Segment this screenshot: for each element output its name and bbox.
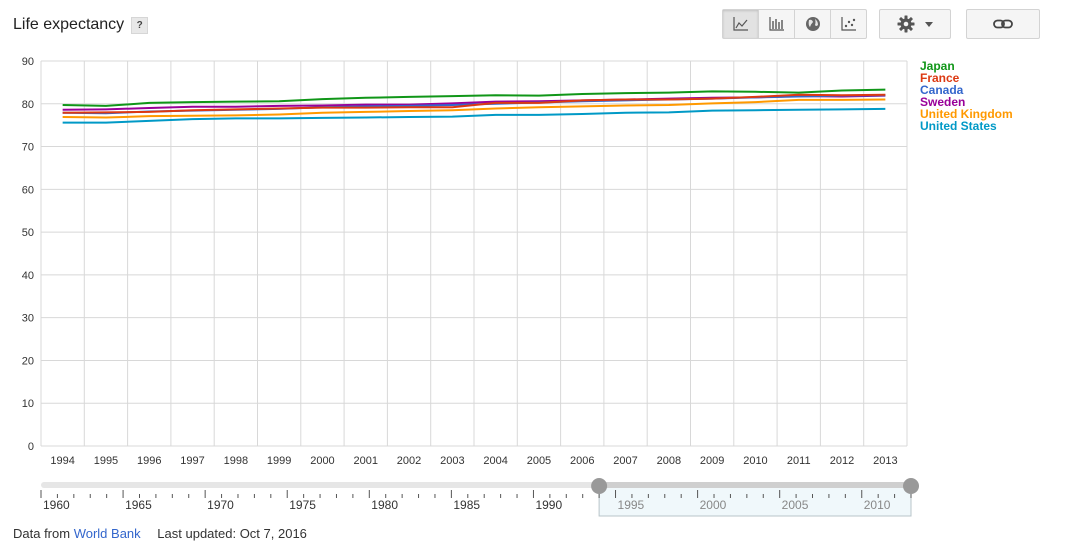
chart-header: Life expectancy ? (13, 16, 149, 34)
x-tick-label: 1998 (224, 455, 248, 467)
scatter-chart-icon (840, 17, 856, 31)
legend-item-france[interactable]: France (920, 71, 960, 85)
y-tick-label: 80 (22, 99, 34, 111)
legend-item-japan[interactable]: Japan (920, 59, 955, 73)
chart-title: Life expectancy (13, 16, 125, 33)
x-tick-label: 1996 (137, 455, 161, 467)
series-line-japan[interactable] (62, 88, 886, 107)
range-year-label: 1975 (289, 498, 316, 512)
x-tick-label: 2003 (440, 455, 464, 467)
x-tick-label: 1995 (94, 455, 118, 467)
y-tick-label: 60 (22, 184, 34, 196)
y-tick-label: 0 (28, 441, 34, 453)
link-button[interactable] (966, 9, 1040, 39)
y-tick-label: 70 (22, 142, 34, 154)
bar-chart-icon (768, 17, 784, 31)
line-chart-button[interactable] (723, 10, 759, 38)
x-tick-label: 2004 (483, 455, 507, 467)
range-year-label: 1990 (535, 498, 562, 512)
legend-item-united-kingdom[interactable]: United Kingdom (920, 107, 1013, 121)
chart-type-toolbar (722, 9, 867, 39)
range-year-label: 1960 (43, 498, 70, 512)
gear-icon (897, 15, 915, 33)
x-tick-label: 1994 (50, 455, 74, 467)
x-tick-label: 2002 (397, 455, 421, 467)
y-tick-label: 40 (22, 270, 34, 282)
range-window-year-label: 2010 (864, 498, 891, 512)
last-updated: Last updated: Oct 7, 2016 (157, 526, 307, 541)
chevron-down-icon (925, 21, 933, 27)
link-icon (993, 19, 1013, 29)
y-tick-label: 20 (22, 355, 34, 367)
legend-item-sweden[interactable]: Sweden (920, 95, 966, 109)
legend-item-united-states[interactable]: United States (920, 119, 997, 133)
x-tick-label: 2006 (570, 455, 594, 467)
line-chart-icon (732, 17, 748, 31)
range-window-year-label: 2005 (782, 498, 809, 512)
range-year-label: 1965 (125, 498, 152, 512)
range-start-handle[interactable] (591, 478, 608, 494)
range-window-year-label: 1995 (618, 498, 645, 512)
range-end-handle[interactable] (903, 478, 919, 494)
y-tick-label: 90 (22, 56, 34, 68)
y-tick-label: 10 (22, 398, 34, 410)
x-tick-label: 2013 (873, 455, 897, 467)
x-tick-label: 2011 (787, 455, 811, 467)
x-tick-label: 2001 (354, 455, 378, 467)
map-button[interactable] (795, 10, 831, 38)
x-tick-label: 1999 (267, 455, 291, 467)
x-tick-label: 2005 (527, 455, 551, 467)
globe-icon (805, 17, 820, 31)
help-button[interactable]: ? (131, 16, 149, 34)
y-tick-label: 50 (22, 227, 34, 239)
y-tick-label: 30 (22, 313, 34, 325)
line-chart: 0 10 20 30 40 50 60 70 80 90 1994 1995 1996 1997 1998… (22, 56, 908, 467)
chart-legend: Japan France Canada Sweden United Kingdo… (920, 60, 1013, 132)
scatter-chart-button[interactable] (831, 10, 866, 38)
x-tick-label: 2010 (743, 455, 767, 467)
x-tick-label: 1997 (180, 455, 204, 467)
range-window-year-label: 2000 (700, 498, 727, 512)
series-line-france[interactable] (62, 93, 886, 114)
world-bank-link[interactable]: World Bank (73, 526, 141, 541)
x-tick-label: 2009 (700, 455, 724, 467)
x-tick-label: 2008 (657, 455, 681, 467)
series-line-united-kingdom[interactable] (62, 98, 886, 119)
bar-chart-button[interactable] (759, 10, 795, 38)
settings-button[interactable] (879, 9, 951, 39)
x-tick-label: 2000 (310, 455, 334, 467)
legend-item-canada[interactable]: Canada (920, 83, 964, 97)
series-line-united-states[interactable] (62, 107, 886, 124)
x-tick-label: 2007 (613, 455, 637, 467)
data-source-label: Data from (13, 526, 71, 541)
footer: Data from World Bank Last updated: Oct 7… (13, 526, 307, 541)
time-range-selector[interactable]: 1960 1965 1970 1975 1980 1985 1990 1995 2000 2005… (0, 470, 1082, 520)
range-window-bar (599, 482, 911, 488)
range-year-label: 1980 (371, 498, 398, 512)
x-tick-label: 2012 (830, 455, 854, 467)
range-year-label: 1985 (453, 498, 480, 512)
range-year-label: 1970 (207, 498, 234, 512)
